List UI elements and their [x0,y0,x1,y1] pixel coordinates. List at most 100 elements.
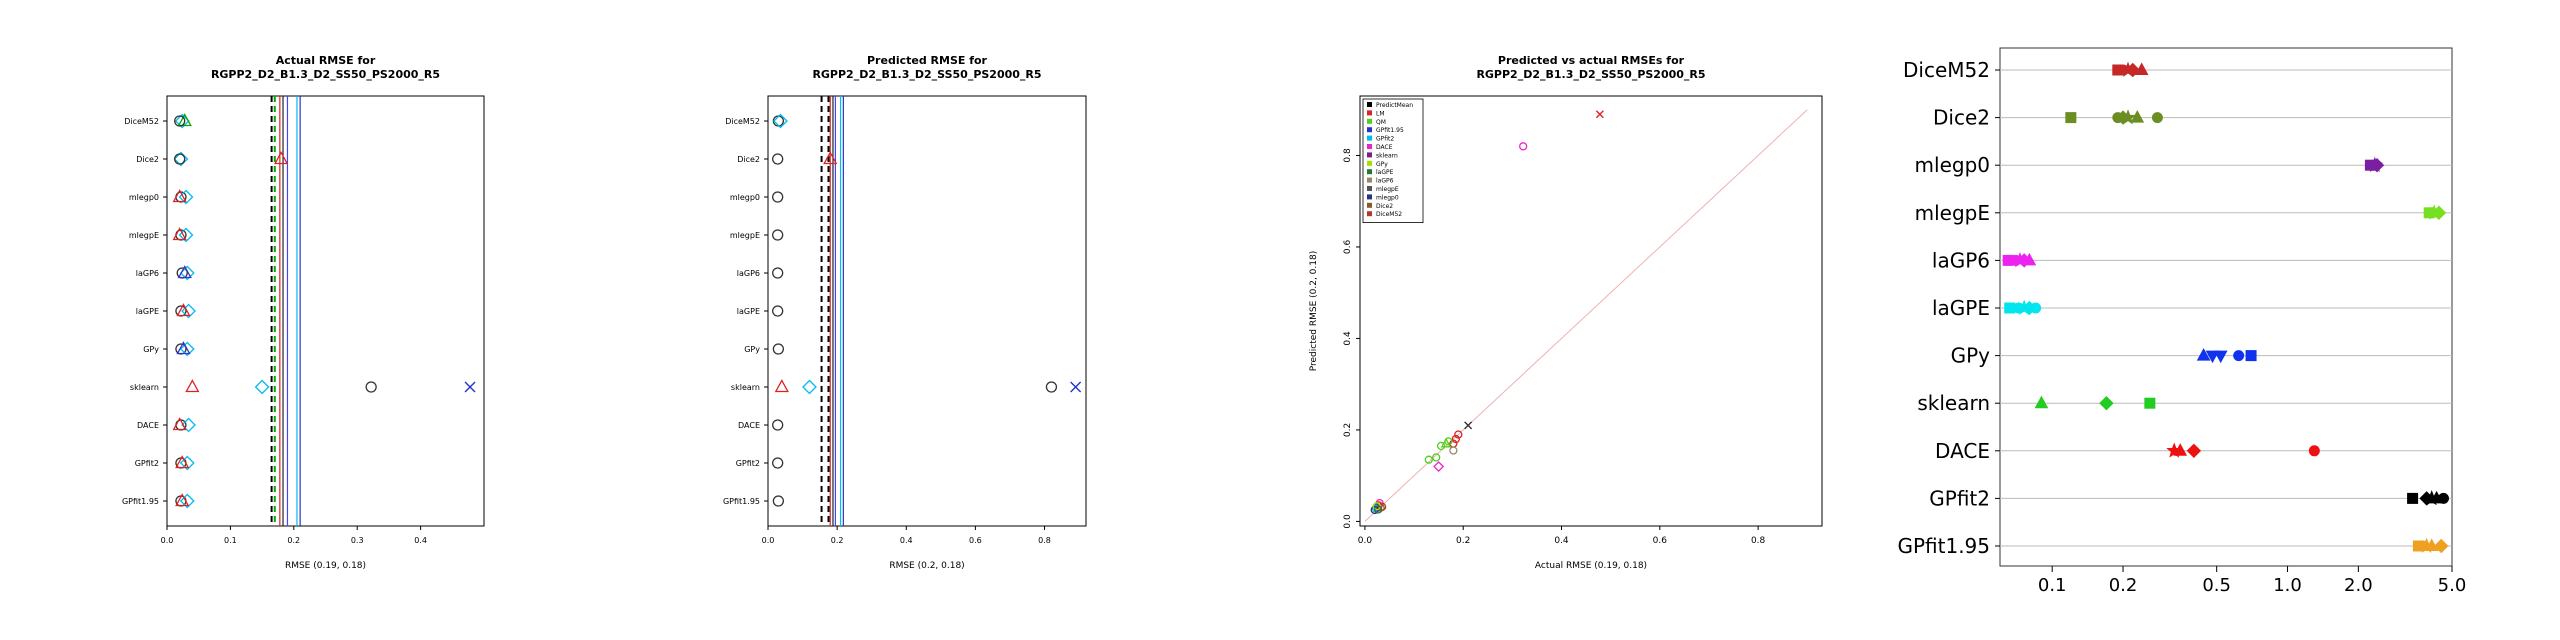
x-tick-label: 0.6 [1653,536,1668,546]
y-tick-label: sklearn [1917,391,1990,415]
legend-swatch [1367,135,1372,141]
data-point [2120,109,2137,125]
y-tick-label: GPfit1.95 [122,497,159,506]
y-tick-label: 0.8 [1343,148,1353,163]
data-point [773,113,788,129]
data-point [772,305,784,317]
y-tick-label: GPy [1951,344,1991,368]
data-point [274,151,289,165]
data-point [2186,443,2202,459]
data-point [2233,350,2245,362]
data-point [2065,112,2077,124]
legend-swatch [1367,186,1372,191]
data-point [772,495,785,507]
chart-subtitle: RGPP2_D2_B1.3_D2_SS50_PS2000_R5 [211,68,440,81]
data-point [1595,110,1604,119]
x-tick-label: 2.0 [2344,575,2373,596]
data-point [181,303,196,319]
y-tick-label: laGP6 [136,269,159,278]
y-tick-label: DiceM52 [124,117,159,126]
data-point [1451,434,1460,444]
y-axis-label: Predicted RMSE (0.2, 0.18) [1309,251,1319,372]
data-point [176,341,191,355]
y-tick-label: GPfit2 [1929,486,1990,510]
x-tick-label: 0.6 [969,536,982,545]
data-point [2424,538,2439,551]
data-point [1433,461,1445,473]
data-point [177,113,192,127]
legend-label: LM [1376,110,1385,117]
legend-label: mlegp0 [1376,194,1399,201]
legend-swatch [1367,211,1372,217]
legend-swatch [1367,144,1372,149]
y-tick-label: 0.6 [1343,240,1353,255]
x-tick-label: 0.5 [2202,575,2231,596]
data-point [2034,395,2049,409]
legend-swatch [1367,202,1372,208]
log-rmse-panel: DiceM52 Dice2 mlegp0 mlegpE laGP6 laGPE GPy skl… [1897,47,2466,596]
chart-title: Actual RMSE for [276,54,376,67]
y-tick-label: GPfit1.95 [723,497,760,506]
y-tick-label: Dice2 [737,155,760,164]
data-point [2437,492,2449,504]
data-point [2205,350,2220,364]
y-tick-label: sklearn [130,383,159,392]
data-point [179,493,195,509]
x-tick-label: 0.4 [414,536,427,545]
data-point [2407,492,2419,504]
data-point [2130,110,2145,123]
data-point [2151,112,2163,124]
x-tick-label: 0.2 [1456,536,1470,546]
data-point [254,379,270,395]
x-tick-label: 0.8 [1751,536,1766,546]
y-tick-label: mlegp0 [129,193,159,202]
data-point [772,457,784,469]
y-tick-label: DACE [137,421,159,430]
data-point [174,115,186,127]
y-tick-label: mlegpE [1915,201,1990,225]
x-tick-label: 0.4 [900,536,913,545]
data-point [1045,381,1058,393]
data-point [1464,421,1473,430]
predicted-rmse-panel: Predicted RMSE forRGPP2_D2_B1.3_D2_SS50_… [723,54,1087,571]
x-tick-label: 0.2 [831,536,844,545]
legend-label: laGP6 [1376,178,1394,185]
data-point [772,191,784,203]
y-tick-label: laGPE [737,307,760,316]
y-tick-label: mlegpE [129,231,159,240]
data-point [174,153,186,165]
chart-subtitle: RGPP2_D2_B1.3_D2_SS50_PS2000_R5 [812,68,1041,81]
predicted-vs-actual-panel: Predicted vs actual RMSEs forRGPP2_D2_B1… [1309,54,1823,571]
y-tick-label: sklearn [731,383,760,392]
data-point [173,151,189,167]
legend-swatch [1367,127,1372,133]
data-point [2099,395,2114,411]
legend-swatch [1367,152,1372,158]
x-tick-label: 1.0 [2273,575,2302,596]
data-point [1519,142,1528,151]
identity-line [1364,109,1808,522]
legend-swatch [1367,118,1372,124]
data-point [175,455,190,469]
x-tick-label: 0.0 [1358,536,1373,546]
legend-swatch [1367,110,1372,116]
y-tick-label: mlegp0 [730,193,760,202]
legend-label: DACE [1376,144,1393,151]
y-tick-label: GPy [143,345,159,354]
y-tick-label: 0.4 [1343,331,1353,346]
data-point [2369,157,2385,173]
data-point [823,151,838,165]
data-point [2022,252,2037,266]
legend-swatch [1367,160,1372,166]
legend-label: PredictMean [1376,102,1413,109]
data-point [175,493,190,507]
data-point [774,379,789,393]
data-point [772,153,784,165]
data-point [2030,302,2042,314]
data-point [802,379,817,395]
y-tick-label: GPfit1.95 [1897,534,1990,558]
y-tick-label: GPfit2 [135,459,159,468]
